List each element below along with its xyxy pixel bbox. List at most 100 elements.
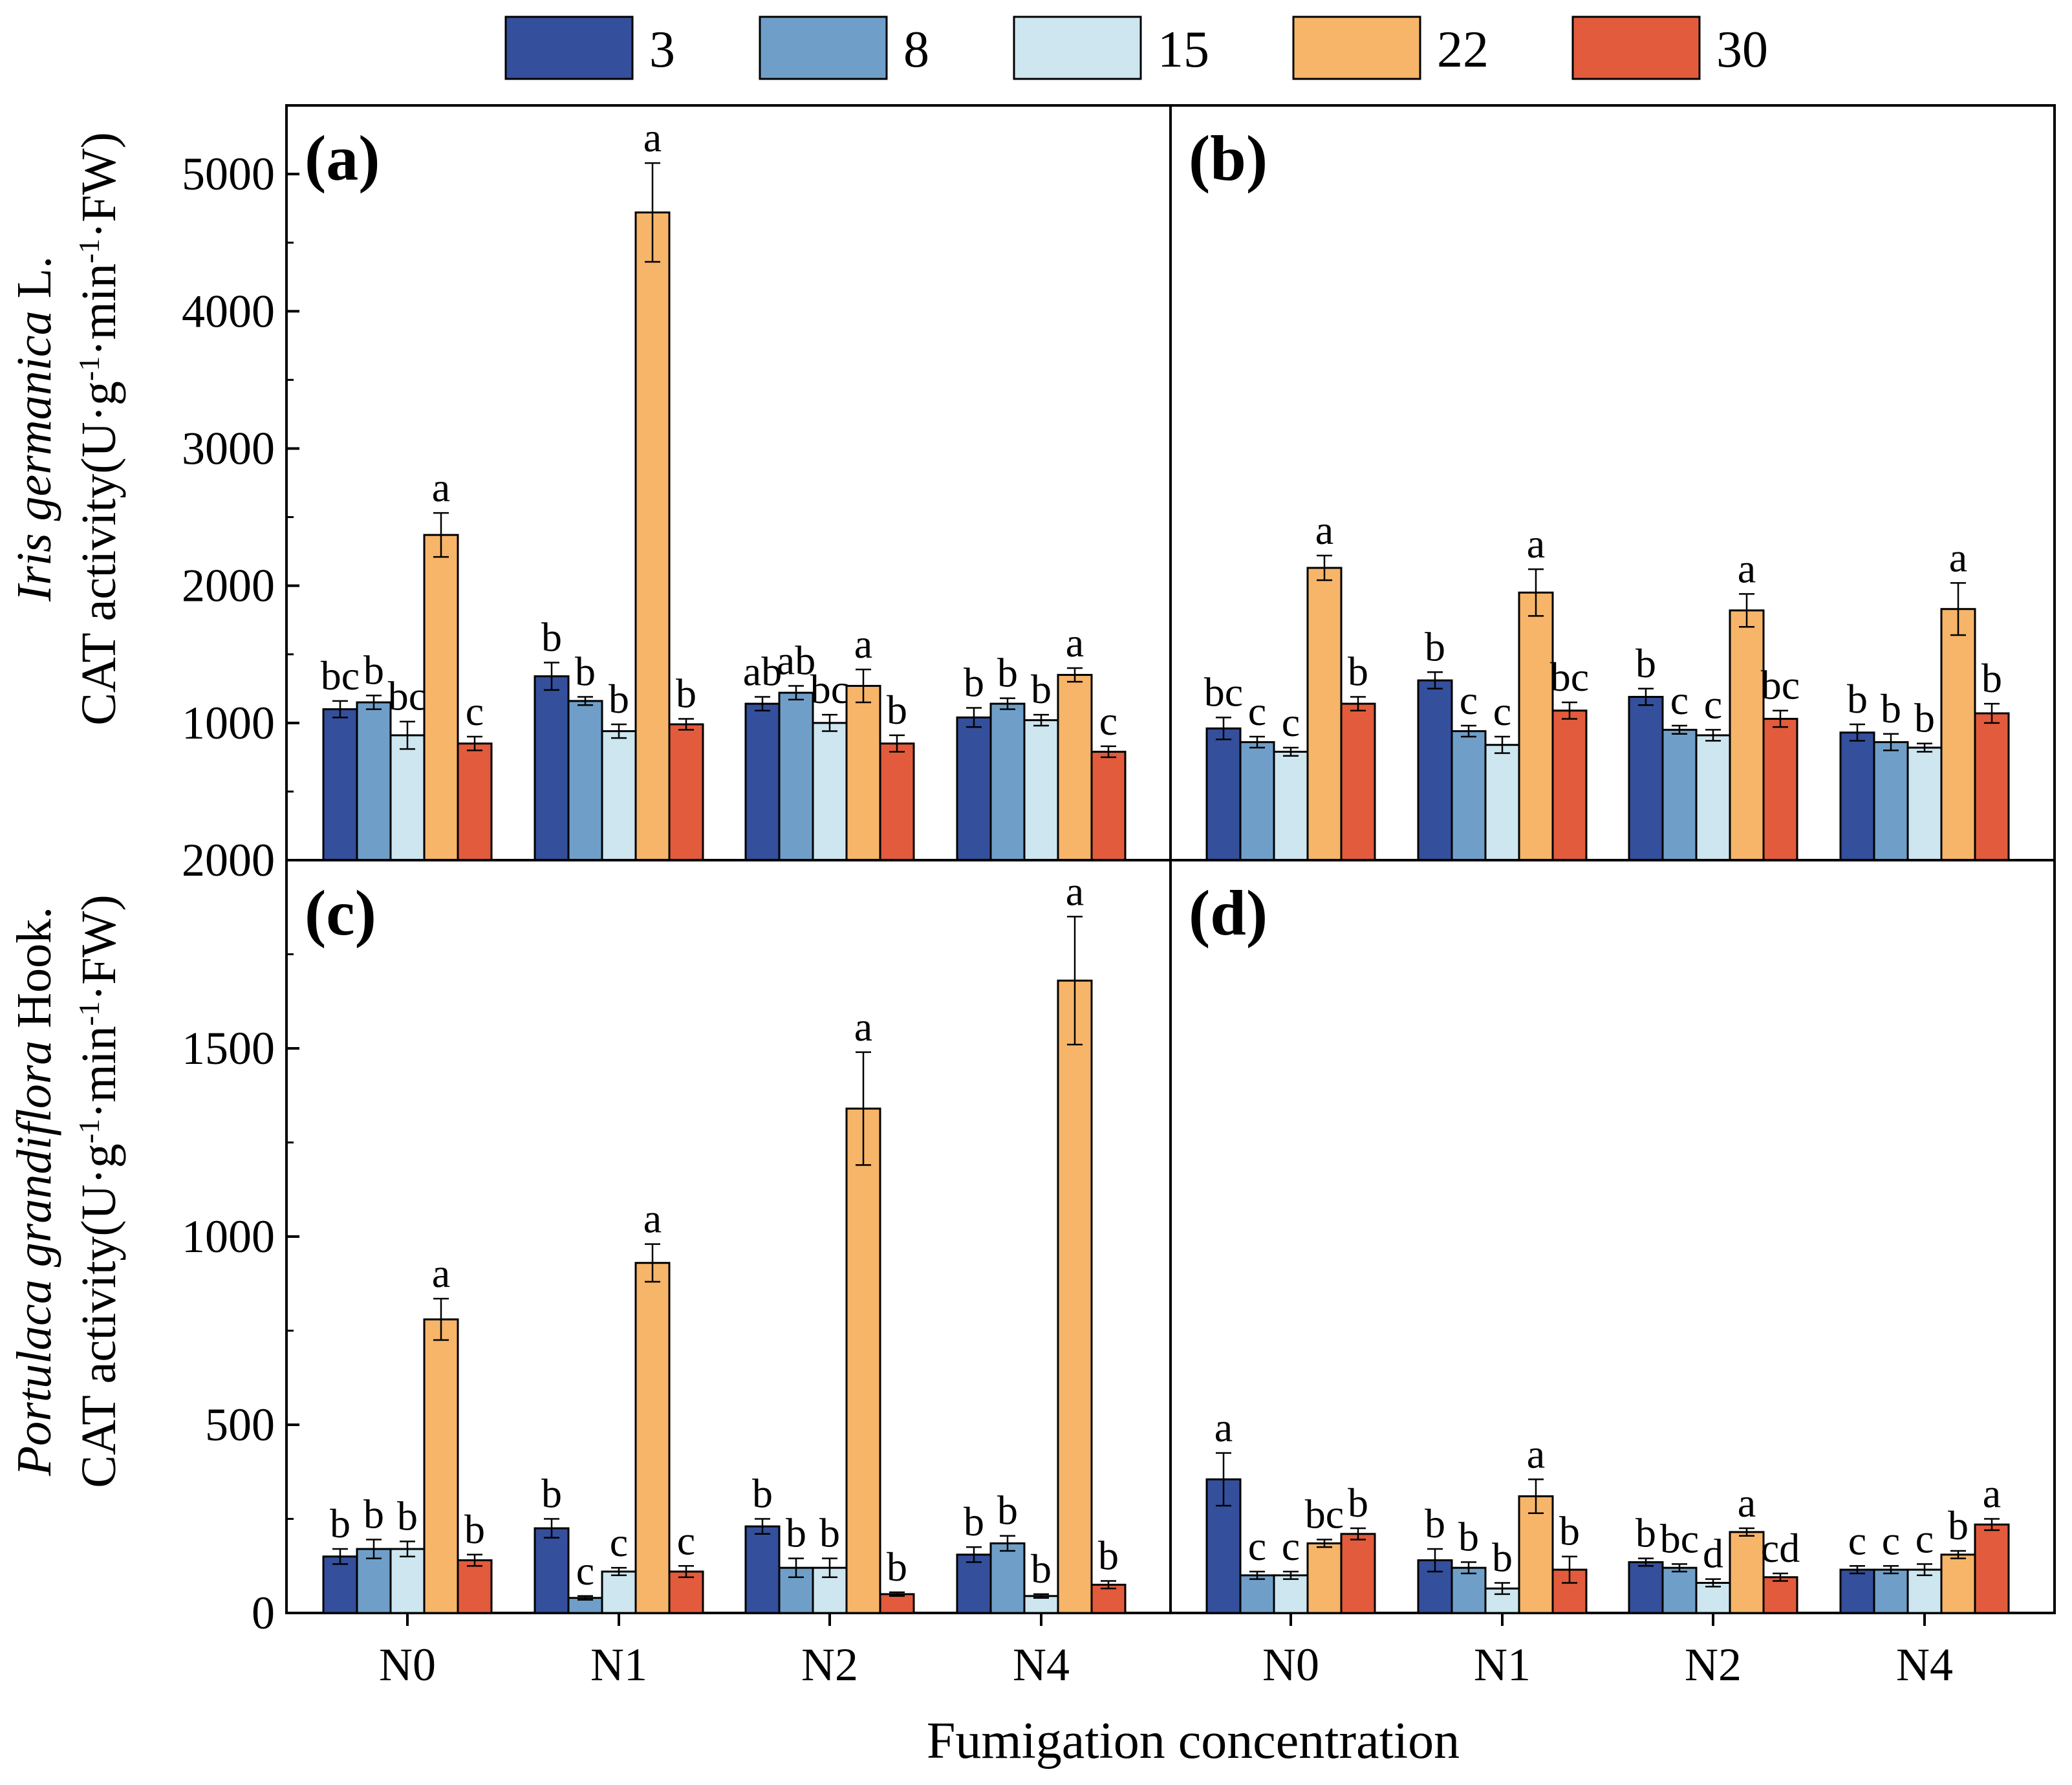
panel-b-bar-N4-22 bbox=[1940, 608, 1976, 861]
legend-label-30: 30 bbox=[1716, 21, 1768, 78]
panel-a-sig-letter-N1-30: b bbox=[676, 670, 696, 716]
panel-c-xtick-label-N1: N1 bbox=[590, 1639, 647, 1691]
panel-a-sig-letter-N4-30: c bbox=[1099, 698, 1117, 744]
x-axis-title: Fumigation concentration bbox=[927, 1713, 1460, 1769]
panel-c-sig-letter-N1-22: a bbox=[643, 1196, 662, 1242]
panel-b-bar-N2-8 bbox=[1661, 728, 1698, 861]
panel-b-bar-N2-30 bbox=[1762, 717, 1798, 861]
panel-c-bar-N1-30 bbox=[668, 1570, 704, 1614]
panel-c-sig-letter-N0-15: b bbox=[397, 1493, 418, 1539]
panel-b-sig-letter-N0-3: bc bbox=[1204, 669, 1243, 715]
panel-a-bar-N4-30 bbox=[1090, 750, 1127, 861]
panel-c-bar-N1-3 bbox=[534, 1527, 570, 1614]
panel-a-bar-N1-22 bbox=[634, 211, 671, 861]
panel-a-bar-N0-30 bbox=[457, 742, 493, 861]
panel-d-sig-letter-N1-15: b bbox=[1492, 1534, 1513, 1580]
panel-d-sig-letter-N4-22: b bbox=[1948, 1502, 1969, 1548]
panel-d-sig-letter-N2-3: b bbox=[1635, 1510, 1656, 1556]
panel-a-bar-N0-8 bbox=[356, 701, 392, 861]
panel-b-sig-letter-N2-3: b bbox=[1635, 640, 1656, 686]
panel-b-bar-N1-22 bbox=[1518, 591, 1554, 861]
panel-b-sig-letter-N2-15: c bbox=[1704, 681, 1722, 727]
panel-c-bar-N1-15 bbox=[601, 1570, 637, 1614]
panel-b-sig-letter-N4-30: b bbox=[1981, 655, 2002, 701]
panel-a-sig-letter-N4-3: b bbox=[964, 659, 984, 705]
panel-a-sig-letter-N2-8: ab bbox=[777, 638, 815, 684]
panel-a-sig-letter-N0-15: bc bbox=[388, 673, 427, 719]
panel-c-sig-letter-N2-3: b bbox=[752, 1471, 773, 1517]
legend-swatch-30 bbox=[1571, 16, 1701, 80]
panel-c-xtick-label-N2: N2 bbox=[801, 1639, 858, 1691]
legend-label-3: 3 bbox=[649, 21, 675, 78]
panel-a-ytick-label: 0 bbox=[252, 834, 275, 886]
panel-c-bar-N4-3 bbox=[956, 1553, 992, 1614]
panel-b-bar-N0-15 bbox=[1273, 750, 1309, 861]
panel-b-sig-letter-N1-30: bc bbox=[1550, 654, 1589, 700]
panel-d-bar-N4-30 bbox=[1974, 1523, 2010, 1614]
legend: 3 8 15 22 30 bbox=[504, 16, 1768, 80]
panel-d-sig-letter-N2-8: bc bbox=[1660, 1515, 1699, 1561]
panel-a-bar-N4-8 bbox=[989, 702, 1026, 861]
panel-d-bar-N0-8 bbox=[1239, 1574, 1275, 1614]
panel-d-sig-letter-N0-22: bc bbox=[1305, 1491, 1344, 1537]
panel-d-bar-N1-22 bbox=[1518, 1495, 1554, 1614]
panel-b-bar-N0-22 bbox=[1306, 567, 1343, 861]
panel-a-sig-letter-N1-8: b bbox=[575, 649, 596, 695]
panel-b-sig-letter-N4-3: b bbox=[1847, 676, 1868, 722]
panel-a-bar-N1-8 bbox=[567, 700, 603, 861]
panel-c-sig-letter-N2-8: b bbox=[786, 1510, 806, 1556]
panel-d-sig-letter-N0-8: c bbox=[1248, 1523, 1266, 1569]
y-title-top-units-line: CAT activity(U·g-1·min-1·FW) bbox=[72, 132, 126, 725]
panel-c-bar-N4-22 bbox=[1057, 979, 1093, 1614]
panel-a-sig-letter-N2-22: a bbox=[854, 621, 872, 667]
panel-d-bar-N4-3 bbox=[1839, 1568, 1875, 1614]
panel-a-sig-letter-N1-22: a bbox=[643, 114, 662, 160]
panel-c-bar-N4-8 bbox=[989, 1542, 1026, 1614]
panel-c-sig-letter-N1-15: c bbox=[610, 1519, 628, 1565]
panel-c-ytick-label: 1000 bbox=[182, 1211, 275, 1262]
panel-d-bar-N0-22 bbox=[1306, 1542, 1343, 1614]
panel-d-bar-N4-15 bbox=[1906, 1568, 1943, 1614]
panel-c-sig-letter-N4-22: a bbox=[1066, 868, 1084, 914]
panel-d-bar-N0-15 bbox=[1273, 1574, 1309, 1614]
panel-b-sig-letter-N0-22: a bbox=[1315, 507, 1333, 553]
panel-b-bar-N0-30 bbox=[1340, 702, 1376, 861]
panel-b-bar-N4-30 bbox=[1974, 712, 2010, 861]
panel-a-bar-N4-15 bbox=[1023, 719, 1059, 861]
panel-d-bar-N2-8 bbox=[1661, 1566, 1698, 1614]
panel-a-sig-letter-N0-8: b bbox=[363, 647, 384, 693]
panel-a-bar-N1-15 bbox=[601, 730, 637, 861]
legend-label-15: 15 bbox=[1158, 21, 1209, 78]
panel-c-xtick-label-N0: N0 bbox=[379, 1639, 436, 1691]
panel-b-bar-N2-15 bbox=[1695, 734, 1731, 861]
panel-a-bar-N2-22 bbox=[845, 685, 881, 861]
panel-a-sig-letter-N0-22: a bbox=[432, 464, 450, 510]
panel-a-ytick-label: 3000 bbox=[182, 422, 275, 474]
panel-b-bar-N0-3 bbox=[1205, 727, 1242, 861]
panel-c-bar-N2-3 bbox=[744, 1525, 781, 1614]
panel-a-bar-N2-30 bbox=[879, 742, 915, 861]
y-title-bottom-species-line: Portulaca grandiflora Hook. bbox=[7, 907, 61, 1477]
panel-b-sig-letter-N4-22: a bbox=[1949, 534, 1967, 580]
panel-d-xtick-label-N1: N1 bbox=[1474, 1639, 1531, 1691]
panel-c-sig-letter-N0-22: a bbox=[432, 1250, 450, 1296]
panel-b-label: (b) bbox=[1189, 122, 1268, 194]
panel-c-sig-letter-N4-8: b bbox=[997, 1488, 1018, 1533]
panel-d-sig-letter-N2-22: a bbox=[1738, 1480, 1756, 1526]
y-axis-title-top: Iris germanica L. CAT activity(U·g-1·min… bbox=[7, 132, 126, 725]
panel-a-bar-N0-22 bbox=[423, 534, 459, 861]
panel-a-bar-N2-3 bbox=[744, 702, 781, 861]
legend-swatch-3 bbox=[504, 16, 634, 80]
panel-d-bar-N1-8 bbox=[1451, 1566, 1487, 1614]
panel-a-sig-letter-N4-15: b bbox=[1031, 666, 1052, 712]
y-axis-title-bottom: Portulaca grandiflora Hook. CAT activity… bbox=[7, 894, 126, 1488]
panel-c-sig-letter-N4-3: b bbox=[964, 1498, 984, 1544]
legend-swatch-22 bbox=[1292, 16, 1421, 80]
panel-d-xtick-label-N2: N2 bbox=[1685, 1639, 1742, 1691]
panel-b-bar-N4-15 bbox=[1906, 746, 1943, 861]
panel-b-sig-letter-N0-30: b bbox=[1348, 649, 1368, 695]
panel-a-bar-N0-15 bbox=[389, 734, 426, 861]
panel-a-sig-letter-N2-30: b bbox=[887, 687, 907, 733]
panel-d-sig-letter-N2-30: cd bbox=[1761, 1525, 1800, 1571]
panel-b-sig-letter-N1-8: c bbox=[1460, 677, 1478, 723]
